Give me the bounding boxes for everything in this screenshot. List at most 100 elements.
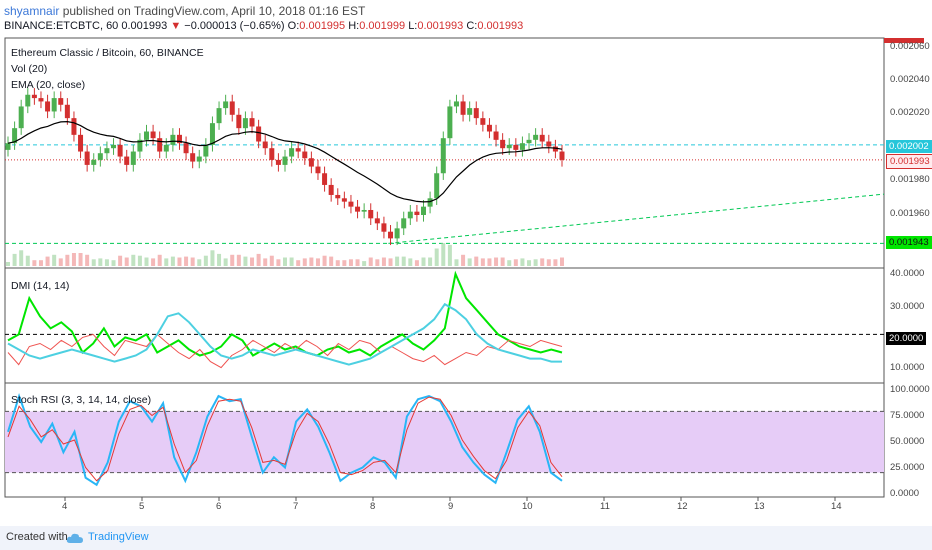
candle-body [130,151,136,165]
candle-body [315,166,321,174]
x-tick: 5 [139,501,145,512]
x-tick: 7 [293,501,299,512]
plus-di-line [7,270,563,357]
rsi-tick: 50.0000 [890,436,925,447]
x-tick: 10 [522,501,533,512]
candle-body [5,143,11,150]
price-tick: 0.002020 [890,107,930,118]
volume-bar [296,260,301,266]
volume-bar [494,257,499,266]
candle-body [546,141,552,147]
rsi-tick: 0.0000 [890,488,920,499]
price-tag-cyan: 0.002002 [886,140,932,153]
volume-bar [151,258,156,266]
candle-body [381,223,387,232]
candle-body [25,94,31,107]
candle-body [97,153,103,160]
volume-bar [170,256,175,266]
candle-body [467,108,473,115]
candle-body [183,143,189,154]
candle-body [282,156,288,165]
volume-bar [144,257,149,266]
candle-body [150,131,156,139]
chart-canvas[interactable] [0,0,932,526]
dmi-level-tag: 20.0000 [886,332,927,345]
tradingview-cloud-icon [66,533,83,543]
stoch-rsi-label: Stoch RSI (3, 3, 14, 14, close) [11,394,152,406]
volume-bar [276,259,281,266]
price-change: −0.000013 (−0.65%) [184,20,285,32]
dmi-tick: 30.0000 [890,301,925,312]
candle-body [552,146,558,152]
volume-bar [401,256,406,266]
volume-bar [381,257,386,266]
candle-body [58,98,64,105]
x-tick: 8 [370,501,376,512]
volume-bar [546,259,551,266]
candle-body [506,144,512,149]
candle-body [144,131,149,140]
price-tick: 0.001960 [890,208,930,219]
volume-bar [560,257,564,266]
volume-bar [329,256,334,266]
low-value: 0.001993 [417,20,464,32]
candle-body [209,123,215,145]
price-tick: 0.002040 [890,74,930,85]
candle-body [295,148,301,152]
volume-bar [362,261,367,266]
volume-bar [348,259,353,266]
volume-bar [263,258,268,266]
volume-bar [342,260,347,266]
volume-bar [533,259,538,266]
volume-bar [78,253,83,266]
volume-bar [111,260,116,266]
volume-bar [230,254,235,266]
volume-bar [408,258,413,266]
volume-bar [553,259,558,266]
candle-body [196,156,202,162]
volume-bar [38,260,43,266]
candle-body [440,138,446,174]
candle-body [91,159,97,165]
volume-bar [71,253,76,266]
x-tick: 12 [677,501,688,512]
volume-bar [256,253,261,266]
x-tick: 6 [216,501,222,512]
candle-body [361,209,367,212]
created-with-text: Created with [6,531,68,543]
volume-bar [203,255,208,266]
rsi-tick: 25.0000 [890,462,925,473]
tradingview-link[interactable]: TradingView [88,531,149,543]
ema-label: EMA (20, close) [11,79,86,91]
candle-body [242,118,248,129]
volume-bar [355,259,360,266]
footer: Created with TradingView [0,526,932,550]
volume-label: Vol (20) [11,63,48,75]
volume-bar [500,257,505,266]
dmi-label: DMI (14, 14) [11,280,70,292]
candle-body [447,106,453,139]
candle-body [216,108,222,124]
candle-body [414,211,420,215]
volume-bar [236,254,241,266]
rsi-tick: 100.0000 [890,384,930,395]
volume-bar [184,256,189,266]
candle-body [31,94,37,99]
symbol: BINANCE:ETCBTC, 60 [4,20,119,32]
candle-body [434,173,440,199]
volume-bar [32,260,37,266]
candle-body [117,144,123,157]
volume-bar [19,250,24,266]
candle-body [421,206,426,215]
volume-bar [467,258,472,266]
volume-bar [250,257,255,266]
volume-bar [210,250,215,266]
down-arrow-icon: ▼ [170,20,182,32]
author-link[interactable]: shyamnair [4,4,60,18]
candle-body [223,101,229,109]
volume-bar [474,256,479,266]
last-price: 0.001993 [121,20,168,32]
rsi-band [5,411,884,473]
volume-bar [6,262,10,266]
volume-bar [157,254,162,266]
